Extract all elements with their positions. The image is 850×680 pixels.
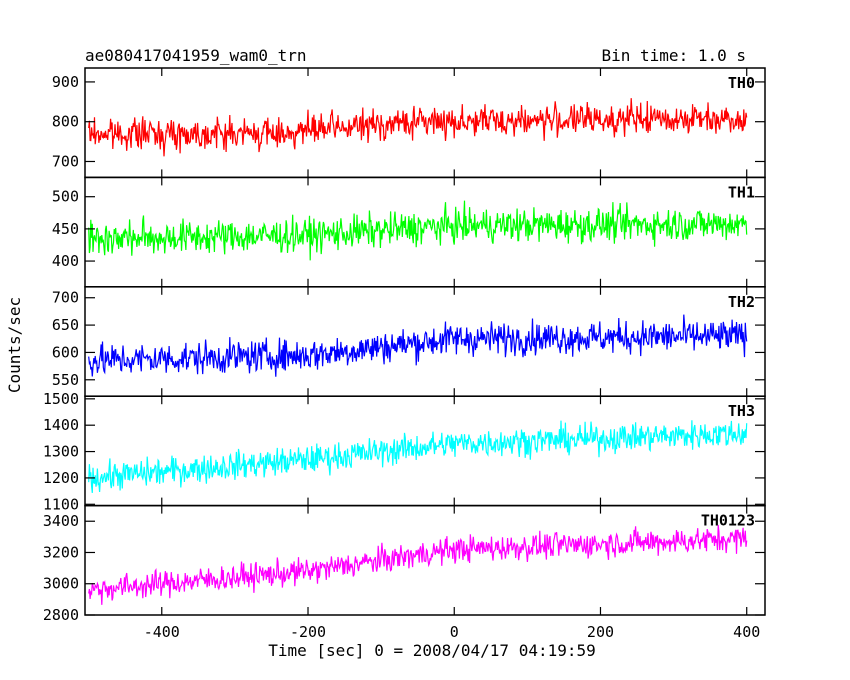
chart-title: ae080417041959_wam0_trn	[85, 46, 307, 65]
y-tick-label: 2800	[43, 606, 79, 624]
series-label: TH0123	[701, 512, 755, 530]
series-label: TH2	[728, 293, 755, 311]
y-tick-label: 1200	[43, 469, 79, 487]
y-tick-label: 1400	[43, 416, 79, 434]
panels: 700 800 900 TH0 400 450 500 TH1 550 600 650 700 TH2 1…	[43, 67, 766, 641]
y-tick-label: 3200	[43, 543, 79, 561]
y-tick-label: 3400	[43, 512, 79, 530]
x-tick-label: 200	[587, 623, 614, 641]
y-tick-label: 1500	[43, 390, 79, 408]
y-tick-label: 400	[52, 252, 79, 270]
series-line-th0	[88, 98, 748, 157]
y-tick-label: 500	[52, 188, 79, 206]
y-tick-label: 550	[52, 371, 79, 389]
bin-time-label: Bin time: 1.0 s	[602, 46, 747, 65]
y-tick-label: 3000	[43, 575, 79, 593]
series-line-th3	[88, 420, 748, 493]
y-tick-label: 1100	[43, 495, 79, 513]
y-tick-label: 1300	[43, 443, 79, 461]
x-tick-label: 400	[733, 623, 760, 641]
y-tick-label: 650	[52, 316, 79, 334]
series-line-th2	[88, 314, 748, 377]
y-tick-label: 450	[52, 220, 79, 238]
series-line-th0123	[88, 524, 748, 605]
x-tick-label: -200	[290, 623, 326, 641]
series-label: TH3	[728, 402, 755, 420]
y-axis-label: Counts/sec	[5, 297, 24, 393]
series-label: TH1	[728, 183, 755, 201]
y-tick-label: 700	[52, 289, 79, 307]
series-line-th1	[88, 200, 748, 261]
y-tick-label: 800	[52, 113, 79, 131]
y-tick-label: 900	[52, 73, 79, 91]
x-tick-label: -400	[144, 623, 180, 641]
x-axis-label: Time [sec] 0 = 2008/04/17 04:19:59	[268, 641, 596, 660]
x-tick-label: 0	[450, 623, 459, 641]
y-tick-label: 700	[52, 152, 79, 170]
series-label: TH0	[728, 74, 755, 92]
y-tick-label: 600	[52, 343, 79, 361]
panel-frame	[84, 504, 766, 616]
